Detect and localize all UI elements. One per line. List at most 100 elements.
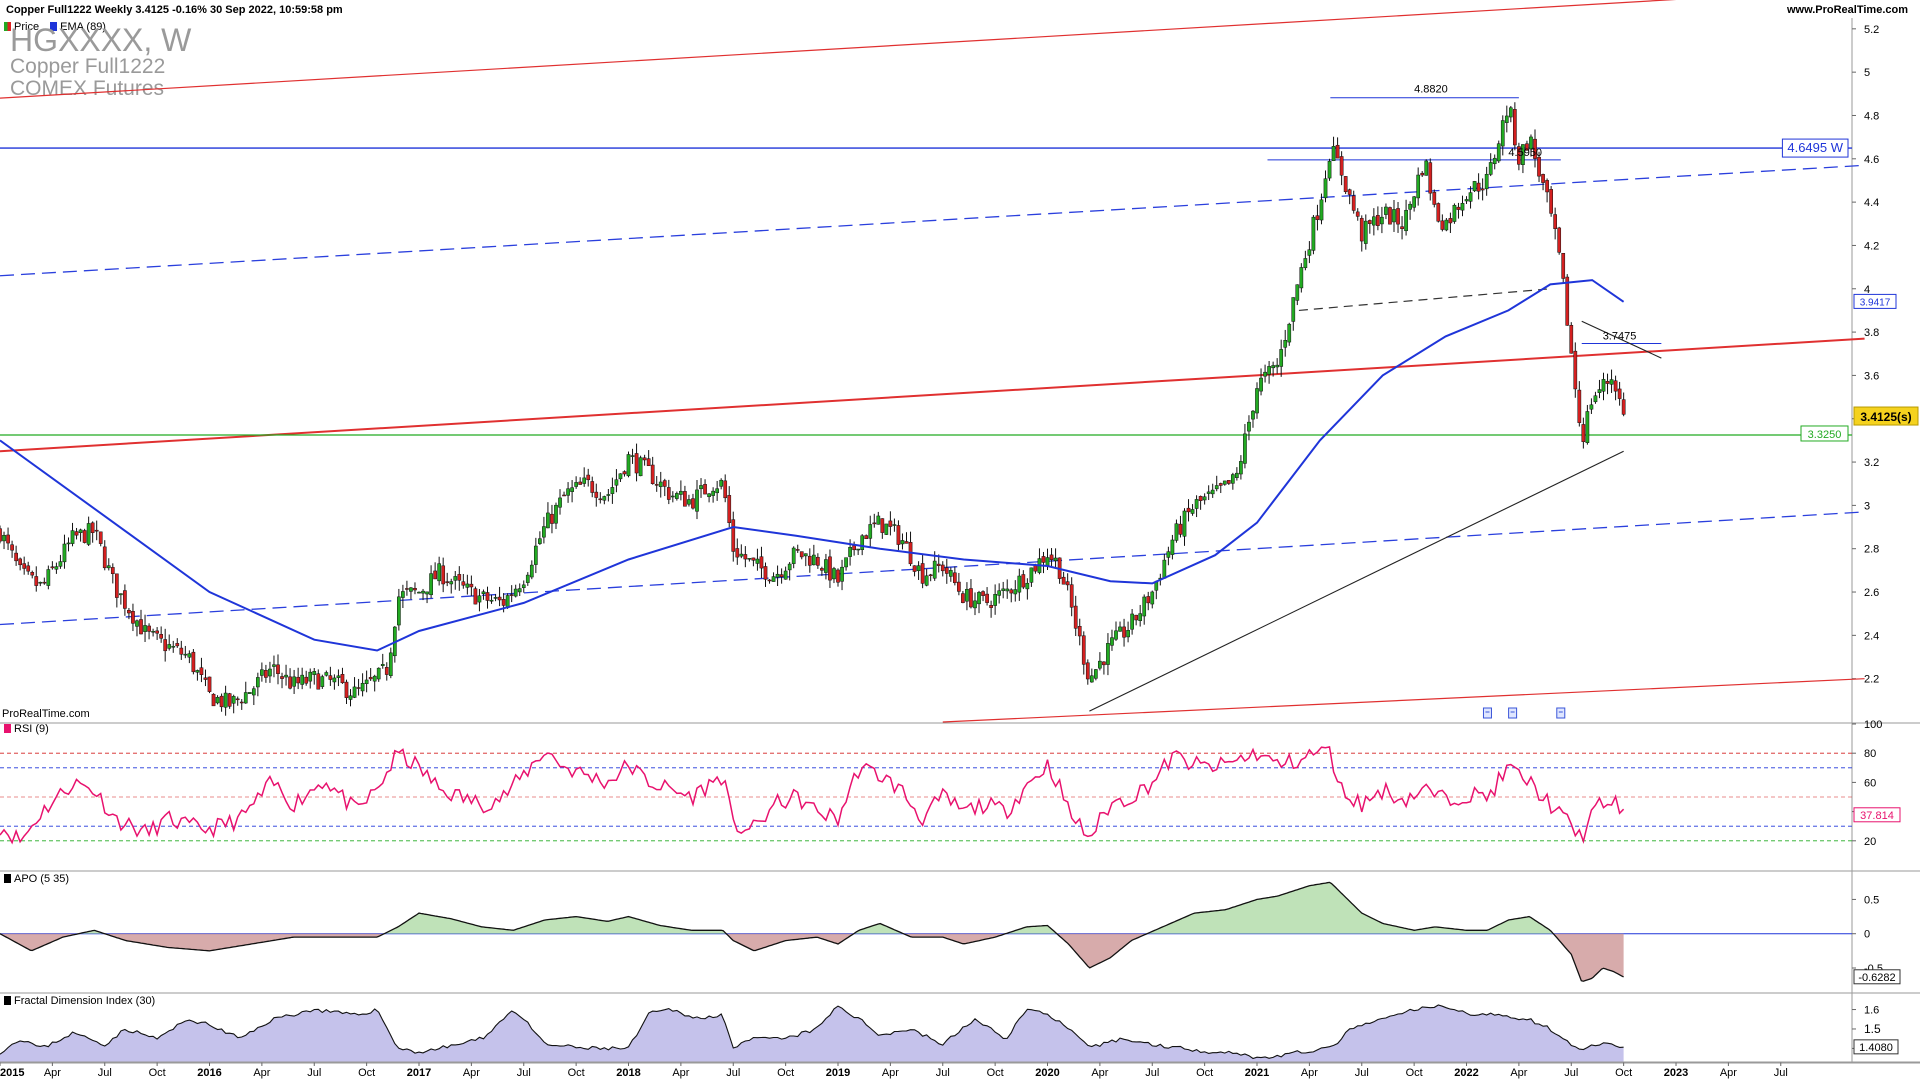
candle — [582, 467, 587, 487]
candle — [1291, 297, 1296, 331]
candle — [417, 591, 421, 594]
x-tick-label: 2022 — [1454, 1067, 1478, 1079]
candle-up-body — [1106, 643, 1110, 665]
candle — [606, 489, 611, 502]
fdi-panel-label[interactable]: Fractal Dimension Index (30) — [4, 995, 155, 1007]
candle-up-body — [332, 677, 337, 683]
candle — [1573, 342, 1578, 398]
candle — [1392, 200, 1396, 232]
candle-up-body — [260, 669, 264, 676]
candle-down-body — [836, 569, 840, 583]
site-link[interactable]: www.ProRealTime.com — [1786, 4, 1908, 16]
x-tick-label: Oct — [1406, 1067, 1423, 1079]
candle-down-body — [1081, 635, 1086, 665]
candle-down-body — [888, 520, 893, 527]
candle — [1359, 215, 1364, 252]
candle-up-body — [308, 671, 313, 682]
x-tick-label: 2023 — [1664, 1067, 1688, 1079]
candle-up-body — [670, 495, 675, 498]
candle — [1327, 158, 1332, 181]
candle-down-body — [731, 519, 736, 552]
candle — [316, 669, 321, 690]
candle — [1404, 199, 1408, 236]
candle — [969, 579, 973, 609]
candle-down-body — [723, 480, 728, 499]
candle-up-body — [348, 695, 353, 700]
candle-up-body — [513, 588, 518, 597]
candle-down-body — [1476, 182, 1481, 192]
candle — [1549, 186, 1553, 217]
candle-down-body — [989, 605, 993, 608]
candle-up-body — [195, 670, 200, 673]
candle-down-body — [1061, 576, 1066, 585]
candle-up-body — [630, 455, 635, 457]
candle — [1396, 202, 1400, 233]
candle — [554, 502, 558, 530]
candle-down-body — [304, 676, 309, 684]
apo-value-tag: -0.6282 — [1853, 969, 1901, 985]
candle-down-body — [340, 674, 345, 684]
candle — [368, 668, 373, 681]
price-y-tick-label: 2.6 — [1864, 587, 1879, 599]
candle — [34, 566, 39, 592]
candle — [304, 670, 309, 686]
candle — [638, 455, 643, 477]
candle-up-body — [1210, 489, 1215, 495]
legend-price[interactable]: Price — [4, 21, 39, 33]
legend-ema[interactable]: EMA (89) — [50, 21, 106, 33]
candle — [155, 627, 159, 640]
candle-down-body — [473, 588, 478, 605]
rsi-value-box — [1853, 807, 1901, 823]
candle-down-body — [264, 670, 268, 678]
candle-down-body — [981, 591, 985, 596]
candle — [759, 546, 764, 579]
candle — [884, 523, 889, 536]
candle-up-body — [1283, 340, 1288, 348]
candle-up-body — [771, 576, 776, 582]
support-value-tag: 3.3250 — [1800, 425, 1849, 442]
legend-price-label: Price — [14, 21, 40, 33]
candle-up-body — [465, 583, 470, 588]
candle-down-body — [102, 546, 107, 569]
candle-down-body — [1545, 180, 1549, 193]
candle-up-body — [707, 493, 711, 498]
candle — [1118, 621, 1122, 632]
candle — [1601, 372, 1606, 401]
rsi-panel-label[interactable]: RSI (9) — [4, 723, 49, 735]
candle — [687, 494, 691, 507]
apo-panel-label[interactable]: APO (5 35) — [4, 873, 69, 885]
candle — [900, 533, 905, 550]
candle — [1053, 548, 1058, 569]
candle — [1388, 206, 1392, 225]
candle — [634, 443, 639, 482]
candle-up-body — [570, 487, 574, 492]
candle — [1005, 579, 1010, 599]
candle-down-body — [1134, 614, 1138, 621]
candle-down-body — [1525, 143, 1529, 151]
candle — [324, 670, 329, 677]
candle-down-body — [586, 474, 591, 481]
candle-up-body — [1138, 613, 1143, 621]
candle-up-body — [582, 477, 587, 484]
candle — [1408, 201, 1412, 220]
candle-down-body — [969, 588, 973, 608]
candle-down-body — [1428, 162, 1433, 194]
candle — [405, 580, 409, 596]
candle — [292, 669, 296, 694]
candle — [719, 478, 724, 490]
candle — [824, 553, 828, 580]
candle-up-body — [421, 590, 425, 594]
candle-down-body — [1577, 389, 1582, 423]
candle-up-body — [119, 593, 123, 596]
apo-swatch-icon — [4, 874, 11, 883]
candle-up-body — [538, 538, 542, 544]
candle-down-body — [1549, 189, 1553, 214]
candle — [1581, 417, 1586, 449]
candle-up-body — [1259, 377, 1263, 392]
candle — [30, 570, 35, 579]
candle-down-body — [94, 529, 99, 532]
candle-up-body — [1005, 588, 1010, 592]
candle-down-body — [441, 565, 446, 585]
candle-down-body — [368, 677, 373, 680]
